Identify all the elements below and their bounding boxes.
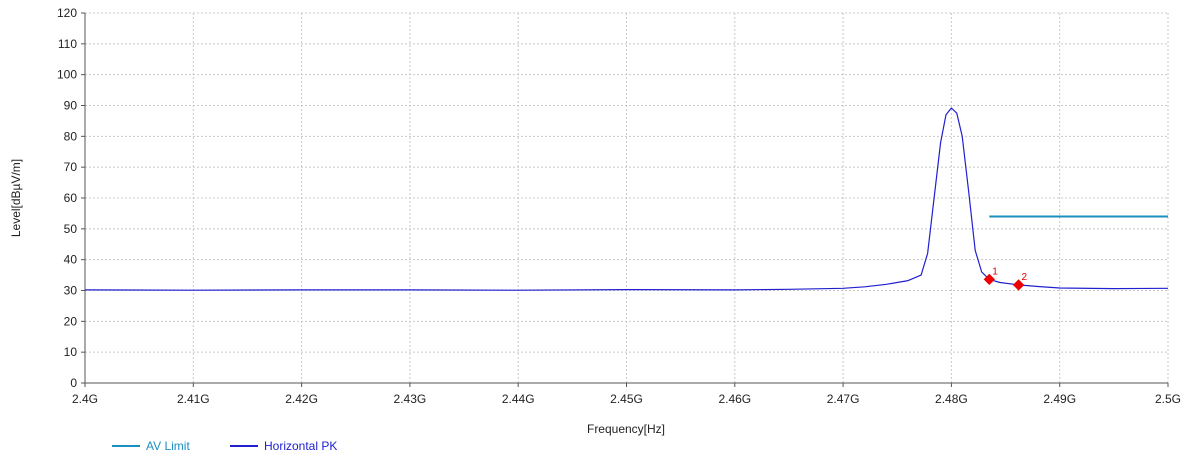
x-tick-label: 2.43G bbox=[394, 392, 427, 406]
x-tick-label: 2.41G bbox=[177, 392, 210, 406]
x-axis-title: Frequency[Hz] bbox=[587, 422, 665, 436]
x-tick-label: 2.48G bbox=[935, 392, 968, 406]
y-tick-label: 120 bbox=[57, 6, 77, 20]
legend: AV Limit Horizontal PK bbox=[112, 439, 337, 453]
legend-label-av-limit: AV Limit bbox=[146, 439, 190, 453]
y-tick-label: 20 bbox=[64, 314, 78, 328]
marker-label: 1 bbox=[992, 266, 998, 277]
legend-label-horizontal-pk: Horizontal PK bbox=[264, 439, 337, 453]
y-tick-label: 50 bbox=[64, 222, 78, 236]
x-tick-label: 2.44G bbox=[502, 392, 535, 406]
x-tick-label: 2.47G bbox=[827, 392, 860, 406]
y-tick-label: 10 bbox=[64, 345, 78, 359]
y-tick-label: 80 bbox=[64, 129, 78, 143]
series-layer bbox=[84, 107, 1169, 291]
x-tick-label: 2.45G bbox=[610, 392, 643, 406]
series-line-horizontal-pk bbox=[84, 107, 1169, 291]
y-tick-label: 110 bbox=[58, 37, 77, 51]
x-tick-labels: 2.4G 2.41G 2.42G 2.43G 2.44G 2.45G 2.46G 2.47G 2… bbox=[72, 383, 1181, 406]
x-tick-label: 2.42G bbox=[285, 392, 318, 406]
marker-label: 2 bbox=[1022, 272, 1028, 283]
x-tick-label: 2.5G bbox=[1155, 392, 1181, 406]
marker-layer: 12 bbox=[983, 266, 1028, 291]
legend-item-horizontal-pk[interactable]: Horizontal PK bbox=[230, 439, 337, 453]
y-tick-label: 100 bbox=[57, 68, 77, 82]
y-tick-labels: 0 10 20 30 40 50 60 70 80 90 100 110 120 bbox=[57, 6, 85, 390]
y-tick-label: 0 bbox=[70, 376, 77, 390]
y-axis-title: Level[dBµV/m] bbox=[9, 159, 23, 237]
y-tick-label: 40 bbox=[64, 253, 78, 267]
y-tick-label: 60 bbox=[64, 191, 78, 205]
x-tick-label: 2.4G bbox=[72, 392, 98, 406]
legend-item-av-limit[interactable]: AV Limit bbox=[112, 439, 190, 453]
y-tick-label: 30 bbox=[64, 284, 78, 298]
y-tick-label: 90 bbox=[64, 99, 78, 113]
x-tick-label: 2.49G bbox=[1043, 392, 1076, 406]
marker-point[interactable] bbox=[983, 273, 995, 286]
y-tick-label: 70 bbox=[64, 160, 78, 174]
x-tick-label: 2.46G bbox=[718, 392, 751, 406]
marker-point[interactable] bbox=[1012, 279, 1025, 291]
